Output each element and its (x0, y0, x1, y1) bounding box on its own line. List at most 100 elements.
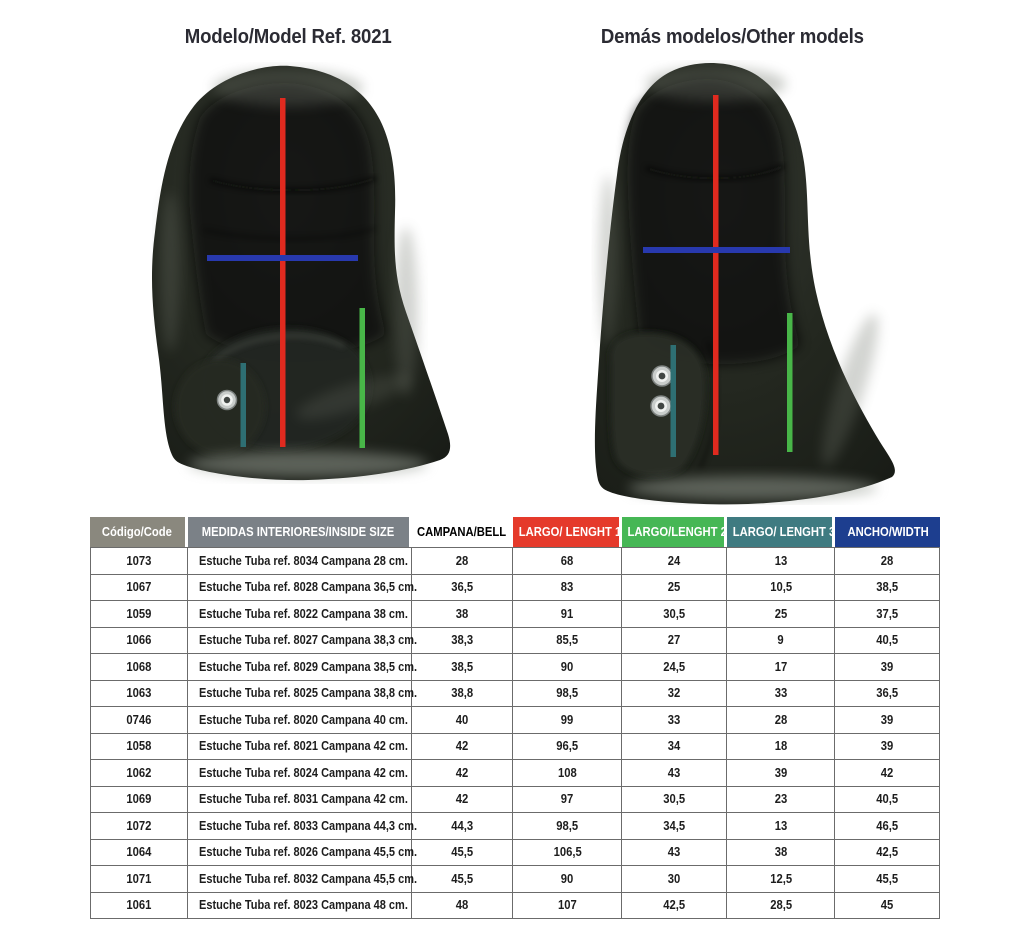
length3-line (240, 363, 246, 447)
cell-code: 1071 (90, 866, 188, 893)
length3-line (670, 345, 676, 457)
cell-text: 25 (668, 580, 681, 595)
cell-value: 24,5 (622, 654, 728, 681)
cell-text: 40,5 (876, 792, 899, 807)
cell-text: 45 (880, 898, 894, 913)
cell-text: 40 (455, 712, 469, 727)
cell-text: 42,5 (876, 845, 899, 860)
cell-value: 30,5 (622, 786, 728, 813)
cell-text: Estuche Tuba ref. 8021 Campana 42 cm. (198, 739, 408, 754)
texture-highlight (213, 70, 363, 106)
cell-text: 44,3 (451, 818, 474, 833)
cell-description: Estuche Tuba ref. 8032 Campana 45,5 cm. (187, 866, 417, 893)
table-row: 1066 Estuche Tuba ref. 8027 Campana 38,3 … (90, 627, 940, 654)
cell-text: 28,5 (769, 898, 792, 913)
cell-text: 37,5 (876, 606, 899, 621)
cell-text: 45,5 (451, 871, 474, 886)
cell-value: 42 (412, 786, 514, 813)
cell-value: 13 (727, 547, 836, 575)
cell-text: 91 (560, 606, 574, 621)
cell-description: Estuche Tuba ref. 8026 Campana 45,5 cm. (187, 839, 417, 866)
cell-value: 38,3 (412, 627, 514, 654)
cell-value: 45 (835, 892, 940, 919)
cell-text: 85,5 (556, 633, 579, 648)
cell-value: 38,5 (835, 574, 940, 601)
column-header-bell: CAMPANA/BELL (412, 517, 514, 547)
back-crease (203, 226, 377, 241)
cell-text: 10,5 (769, 580, 792, 595)
cell-value: 28 (727, 707, 836, 734)
figure-title-text: Modelo/Model Ref. 8021 (184, 26, 392, 48)
cell-text: 39 (880, 712, 894, 727)
cell-value: 38,8 (412, 680, 514, 707)
cell-value: 36,5 (412, 574, 514, 601)
cell-value: 28 (835, 547, 940, 575)
column-header-code: Código/Code (90, 517, 188, 547)
cell-text: 28 (880, 553, 894, 568)
tuba-case-interior-image (151, 65, 451, 481)
cell-text: 1069 (126, 792, 152, 807)
width-line (207, 255, 358, 261)
cell-description: Estuche Tuba ref. 8024 Campana 42 cm. (187, 760, 413, 787)
texture-highlight (394, 227, 418, 397)
cell-value: 25 (622, 574, 728, 601)
cell-value: 39 (835, 733, 940, 760)
cell-text: 90 (560, 871, 574, 886)
cell-value: 98,5 (513, 680, 623, 707)
cell-description: Estuche Tuba ref. 8021 Campana 42 cm. (187, 733, 413, 760)
cell-text: Estuche Tuba ref. 8029 Campana 38,5 cm. (198, 659, 417, 674)
texture-highlight (295, 374, 411, 420)
cell-text: Estuche Tuba ref. 8031 Campana 42 cm. (198, 792, 408, 807)
cell-text: 28 (455, 553, 469, 568)
table-row: 1068 Estuche Tuba ref. 8029 Campana 38,5 … (90, 654, 940, 681)
cell-value: 42 (412, 733, 514, 760)
figure-other-models-photo (588, 60, 918, 505)
cell-value: 44,3 (412, 813, 514, 840)
column-header-width: ANCHO/WIDTH (835, 517, 940, 547)
cell-text: 83 (560, 580, 574, 595)
texture-highlight (646, 67, 786, 101)
cell-code: 1061 (90, 892, 188, 919)
cell-text: 13 (774, 553, 788, 568)
cell-value: 42,5 (835, 839, 940, 866)
cell-text: Estuche Tuba ref. 8022 Campana 38 cm. (198, 606, 408, 621)
cell-text: 39 (880, 739, 894, 754)
cell-value: 96,5 (513, 733, 623, 760)
cell-value: 38,5 (412, 654, 514, 681)
cell-value: 48 (412, 892, 514, 919)
cell-text: 36,5 (451, 580, 474, 595)
cell-code: 1066 (90, 627, 188, 654)
cell-value: 25 (727, 601, 836, 628)
cell-value: 68 (513, 547, 623, 575)
column-header-label: LARGO/ LENGHT 1 (518, 525, 622, 539)
cell-text: 96,5 (556, 739, 579, 754)
cell-value: 37,5 (835, 601, 940, 628)
cell-value: 42,5 (622, 892, 728, 919)
column-header-desc: MEDIDAS INTERIORES/INSIDE SIZE (187, 517, 413, 547)
cell-value: 39 (835, 654, 940, 681)
cell-value: 43 (622, 839, 728, 866)
cell-value: 43 (622, 760, 728, 787)
cell-text: 30,5 (663, 792, 686, 807)
table-row: 1072 Estuche Tuba ref. 8033 Campana 44,3 … (90, 813, 940, 840)
length2-line (359, 308, 365, 448)
cell-description: Estuche Tuba ref. 8025 Campana 38,8 cm. (187, 680, 417, 707)
texture-highlight (821, 313, 879, 467)
cell-description: Estuche Tuba ref. 8031 Campana 42 cm. (187, 786, 413, 813)
cell-code: 1063 (90, 680, 188, 707)
cell-text: Estuche Tuba ref. 8034 Campana 28 cm. (198, 553, 408, 568)
cell-value: 33 (727, 680, 836, 707)
cell-text: 30,5 (663, 606, 686, 621)
cell-value: 30,5 (622, 601, 728, 628)
cell-text: 39 (774, 765, 788, 780)
cell-text: 46,5 (876, 818, 899, 833)
cell-description: Estuche Tuba ref. 8020 Campana 40 cm. (187, 707, 413, 734)
cell-text: 27 (668, 633, 681, 648)
cell-text: 12,5 (769, 871, 792, 886)
cell-text: 1071 (126, 871, 152, 886)
cell-value: 46,5 (835, 813, 940, 840)
cell-code: 1062 (90, 760, 188, 787)
cell-text: Estuche Tuba ref. 8020 Campana 40 cm. (198, 712, 408, 727)
table-row: 1058 Estuche Tuba ref. 8021 Campana 42 cm… (90, 733, 940, 760)
cell-value: 39 (835, 707, 940, 734)
